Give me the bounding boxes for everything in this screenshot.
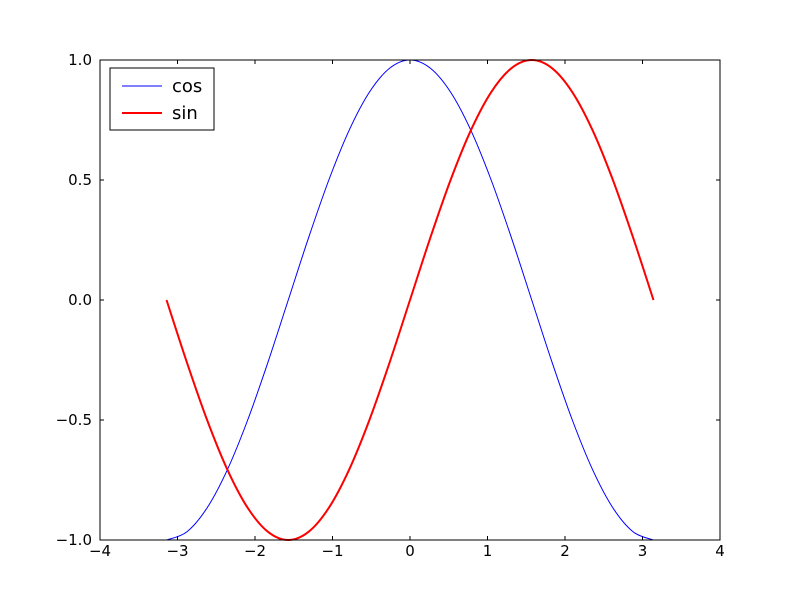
y-tick-label: −1.0 <box>56 531 92 549</box>
x-tick-label: −4 <box>89 542 111 560</box>
y-tick-label: 1.0 <box>68 51 92 69</box>
y-tick-label: 0.5 <box>68 171 92 189</box>
x-tick-label: 3 <box>638 542 648 560</box>
line-series <box>165 58 655 542</box>
legend-label: sin <box>172 103 198 124</box>
legend-box <box>109 67 215 131</box>
x-tick-label: −2 <box>244 542 266 560</box>
y-tick-label: −0.5 <box>56 411 92 429</box>
axes-frame <box>99 59 721 541</box>
x-tick-label: −3 <box>166 542 188 560</box>
x-tick-label: 0 <box>405 542 415 560</box>
y-tick-label: 0.0 <box>68 291 92 309</box>
legend-label: cos <box>172 76 202 97</box>
x-tick-label: 1 <box>483 542 493 560</box>
x-tick-label: 4 <box>715 542 725 560</box>
x-tick-label: 2 <box>560 542 570 560</box>
x-tick-label: −1 <box>321 542 343 560</box>
